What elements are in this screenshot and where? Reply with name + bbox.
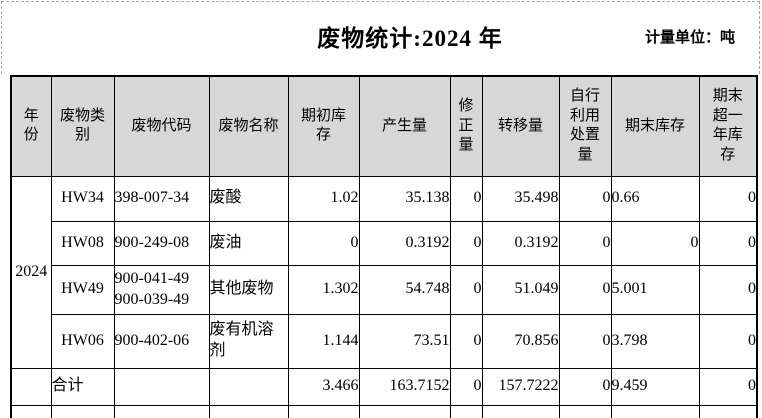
total-transfer: 157.7222 xyxy=(481,367,560,406)
cell-opening: 0 xyxy=(287,220,360,266)
cell-over-one-year: 0 xyxy=(698,175,758,222)
unit-label: 计量单位：吨 xyxy=(644,30,735,46)
cell-ending: 5.001 xyxy=(610,264,700,315)
cell-opening: 1.144 xyxy=(287,313,360,369)
cutoff-row xyxy=(10,404,758,418)
table-row: HW06 900-402-06 废有机溶剂 1.144 73.51 0 70.8… xyxy=(11,313,758,369)
cell-code-empty xyxy=(113,367,210,406)
cell-opening: 1.302 xyxy=(287,264,360,315)
cell-ending: 0 xyxy=(610,220,700,266)
header-transfer: 转移量 xyxy=(481,75,560,177)
total-opening: 3.466 xyxy=(287,367,360,406)
header-category: 废物类别 xyxy=(50,75,115,177)
cell-category: HW49 xyxy=(50,264,115,315)
empty-cell xyxy=(449,404,483,418)
header-opening-stock: 期初库存 xyxy=(287,75,360,177)
table-header-row: 年份 废物类别 废物代码 废物名称 期初库存 产生量 修正量 转移量 自行利用处… xyxy=(10,75,758,177)
cell-category: HW34 xyxy=(50,175,115,222)
total-label: 合计 xyxy=(50,367,115,406)
empty-cell xyxy=(10,404,52,418)
cell-opening: 1.02 xyxy=(287,175,360,222)
cell-self-disposal: 0 xyxy=(558,313,612,369)
cell-transfer: 0.3192 xyxy=(481,220,560,266)
cell-correction: 0 xyxy=(449,264,483,315)
cell-over-one-year: 0 xyxy=(698,264,758,315)
cell-ending: 3.798 xyxy=(610,313,700,369)
total-produced: 163.7152 xyxy=(358,367,451,406)
empty-cell xyxy=(481,404,560,418)
cell-transfer: 51.049 xyxy=(481,264,560,315)
header-name: 废物名称 xyxy=(208,75,289,177)
header-self-disposal: 自行利用处置量 xyxy=(558,75,612,177)
empty-cell xyxy=(287,404,360,418)
cell-category: HW08 xyxy=(50,220,115,266)
cell-transfer: 35.498 xyxy=(481,175,560,222)
cell-produced: 73.51 xyxy=(358,313,451,369)
header-code: 废物代码 xyxy=(113,75,210,177)
cell-correction: 0 xyxy=(449,313,483,369)
empty-cell xyxy=(698,404,758,418)
total-self-disposal: 0 xyxy=(558,367,612,406)
cell-code: 900-041-49 900-039-49 xyxy=(113,264,210,315)
cell-produced: 35.138 xyxy=(358,175,451,222)
total-row: 合计 3.466 163.7152 0 157.7222 0 9.459 0 xyxy=(10,367,758,406)
table-row: HW49 900-041-49 900-039-49 其他废物 1.302 54… xyxy=(11,264,758,315)
cell-self-disposal: 0 xyxy=(558,175,612,222)
cell-transfer: 70.856 xyxy=(481,313,560,369)
cell-name: 废酸 xyxy=(208,175,289,222)
cell-self-disposal: 0 xyxy=(558,264,612,315)
empty-cell xyxy=(358,404,451,418)
cell-name: 其他废物 xyxy=(208,264,289,315)
header-over-one-year: 期末超一年库存 xyxy=(698,75,758,177)
empty-cell xyxy=(113,404,210,418)
empty-cell xyxy=(558,404,612,418)
cell-produced: 0.3192 xyxy=(358,220,451,266)
cell-name-empty xyxy=(208,367,289,406)
table-row: HW08 900-249-08 废油 0 0.3192 0 0.3192 0 0… xyxy=(11,220,758,266)
waste-statistics-table: 年份 废物类别 废物代码 废物名称 期初库存 产生量 修正量 转移量 自行利用处… xyxy=(10,75,758,418)
empty-cell xyxy=(50,404,115,418)
total-over-one-year: 0 xyxy=(698,367,758,406)
cell-produced: 54.748 xyxy=(358,264,451,315)
cell-code: 398-007-34 xyxy=(113,175,210,222)
page-title: 废物统计:2024 年 xyxy=(317,26,503,51)
empty-cell xyxy=(610,404,700,418)
empty-cell xyxy=(208,404,289,418)
cell-ending: 0.66 xyxy=(610,175,700,222)
cell-code: 900-402-06 xyxy=(113,313,210,369)
cell-category: HW06 xyxy=(50,313,115,369)
cell-over-one-year: 0 xyxy=(698,220,758,266)
cell-year: 2024 xyxy=(10,175,52,369)
cell-correction: 0 xyxy=(449,175,483,222)
cell-self-disposal: 0 xyxy=(558,220,612,266)
cell-code: 900-249-08 xyxy=(113,220,210,266)
header-ending-stock: 期末库存 xyxy=(610,75,700,177)
header-correction: 修正量 xyxy=(449,75,483,177)
cell-over-one-year: 0 xyxy=(698,313,758,369)
cell-correction: 0 xyxy=(449,220,483,266)
cell-year-empty xyxy=(10,367,52,406)
cell-name: 废有机溶剂 xyxy=(208,313,289,369)
total-correction: 0 xyxy=(449,367,483,406)
header-produced: 产生量 xyxy=(358,75,451,177)
header-year: 年份 xyxy=(10,75,52,177)
cell-name: 废油 xyxy=(208,220,289,266)
table-row: 2024 HW34 398-007-34 废酸 1.02 35.138 0 35… xyxy=(10,175,758,369)
total-ending: 9.459 xyxy=(610,367,700,406)
page-break-dashed-border xyxy=(1,1,760,74)
